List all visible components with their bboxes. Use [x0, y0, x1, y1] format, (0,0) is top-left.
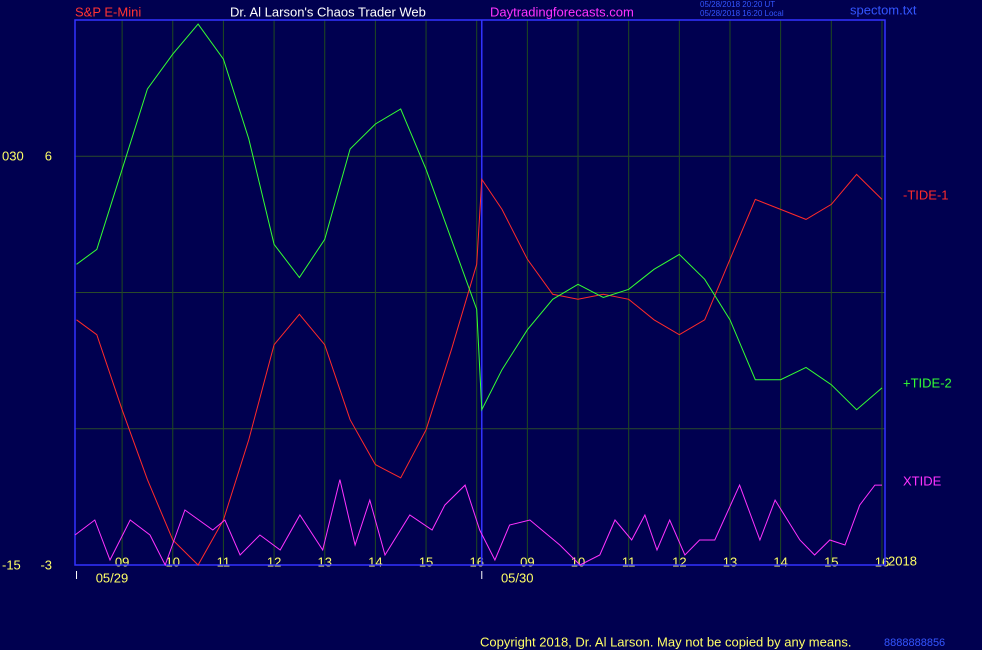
x-tick-label: 13 — [318, 554, 332, 569]
x-tick-label: 11 — [217, 554, 231, 569]
x-tick-label: 09 — [520, 554, 534, 569]
x-tick-label: 14 — [368, 554, 382, 569]
legend-entry: +TIDE-2 — [903, 375, 952, 390]
y2-tick-label: 030 — [2, 149, 24, 164]
plot-border — [74, 19, 886, 566]
y-tick-label: 6 — [45, 149, 52, 164]
x-tick-label: 11 — [622, 554, 636, 569]
x-tick-label: 15 — [419, 554, 433, 569]
date-label: 05/29 — [96, 570, 129, 585]
copyright: Copyright 2018, Dr. Al Larson. May not b… — [480, 634, 851, 649]
instrument: S&P E-Mini — [75, 4, 141, 19]
series-line — [74, 479, 882, 567]
x-tick-label: 13 — [723, 554, 737, 569]
series-line — [76, 23, 883, 412]
x-tick-label: 09 — [115, 554, 129, 569]
x-tick-label: 12 — [672, 554, 686, 569]
y-tick-label: -3 — [40, 557, 52, 572]
legend-entry: -TIDE-1 — [903, 187, 949, 202]
x-tick-label: 15 — [824, 554, 838, 569]
footer-code: 8888888856 — [884, 637, 945, 649]
x-tick-label: 10 — [571, 554, 585, 569]
y2-tick-label: -15 — [2, 557, 21, 572]
file-name: spectom.txt — [850, 2, 917, 17]
timestamp: 05/28/2018 20:20 UT — [700, 0, 775, 9]
legend-entry: XTIDE — [903, 473, 942, 488]
series-line — [76, 173, 883, 566]
website: Daytradingforecasts.com — [490, 4, 634, 19]
timestamp: 05/28/2018 16:20 Local — [700, 9, 784, 18]
x-tick-label: 12 — [267, 554, 281, 569]
chart-title: Dr. Al Larson's Chaos Trader Web — [230, 4, 426, 19]
x-tick-label: 16 — [875, 554, 889, 569]
year-label: 2018 — [888, 553, 917, 568]
date-label: 05/30 — [501, 570, 534, 585]
x-tick-label: 14 — [773, 554, 787, 569]
